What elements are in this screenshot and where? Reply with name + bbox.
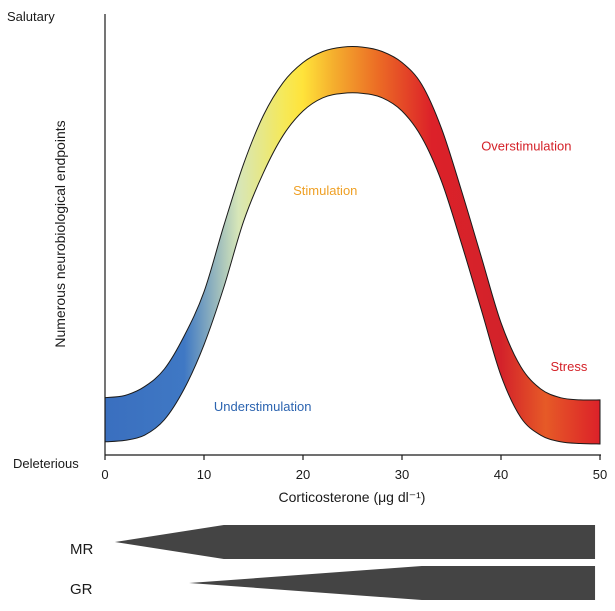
receptor-bars: MR GR bbox=[70, 525, 596, 600]
x-tick-label: 40 bbox=[494, 467, 508, 482]
x-tick-label: 20 bbox=[296, 467, 310, 482]
annotation-stress: Stress bbox=[551, 359, 588, 374]
y-top-label: Salutary bbox=[7, 9, 55, 24]
annotation-stimulation: Stimulation bbox=[293, 183, 357, 198]
x-tick-label: 30 bbox=[395, 467, 409, 482]
x-axis-ticks: 0 10 20 30 40 50 bbox=[101, 455, 607, 482]
x-axis-label: Corticosterone (μg dl⁻¹) bbox=[279, 489, 426, 505]
annotation-understimulation: Understimulation bbox=[214, 399, 312, 414]
x-tick-label: 50 bbox=[593, 467, 607, 482]
response-curve-band bbox=[104, 46, 601, 445]
receptor-bar-gr bbox=[189, 566, 596, 600]
x-tick-label: 10 bbox=[197, 467, 211, 482]
receptor-label-mr: MR bbox=[70, 541, 93, 558]
y-axis-label: Numerous neurobiological endpoints bbox=[52, 120, 68, 347]
curve-annotations: Understimulation Stimulation Overstimulati… bbox=[214, 139, 588, 414]
x-tick-label: 0 bbox=[101, 467, 108, 482]
receptor-label-gr: GR bbox=[70, 581, 93, 598]
y-bottom-label: Deleterious bbox=[13, 456, 79, 471]
annotation-overstimulation: Overstimulation bbox=[481, 139, 571, 154]
receptor-bar-mr bbox=[114, 525, 596, 559]
